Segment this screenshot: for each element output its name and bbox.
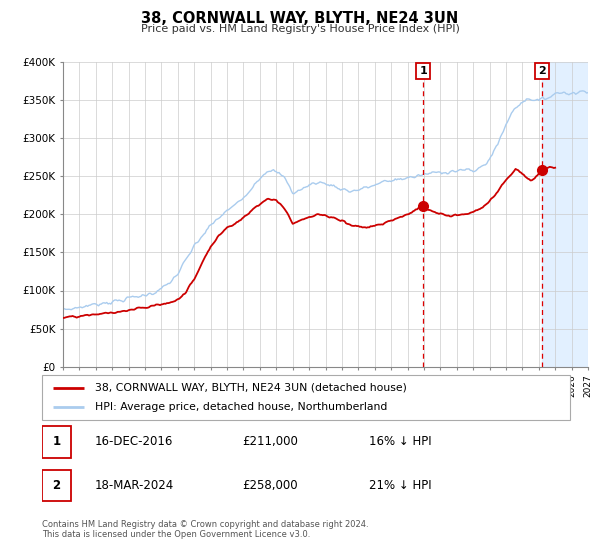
Text: 1: 1	[52, 435, 61, 449]
Text: 18-MAR-2024: 18-MAR-2024	[95, 479, 174, 492]
Bar	[42, 470, 71, 501]
Text: 21% ↓ HPI: 21% ↓ HPI	[370, 479, 432, 492]
Text: HPI: Average price, detached house, Northumberland: HPI: Average price, detached house, Nort…	[95, 403, 387, 413]
Text: 2: 2	[538, 66, 546, 76]
Bar	[42, 426, 71, 458]
Text: 16-DEC-2016: 16-DEC-2016	[95, 435, 173, 449]
Text: £211,000: £211,000	[242, 435, 299, 449]
Bar	[542, 62, 588, 367]
Text: £258,000: £258,000	[242, 479, 298, 492]
Text: Contains HM Land Registry data © Crown copyright and database right 2024.
This d: Contains HM Land Registry data © Crown c…	[42, 520, 368, 539]
Text: 38, CORNWALL WAY, BLYTH, NE24 3UN (detached house): 38, CORNWALL WAY, BLYTH, NE24 3UN (detac…	[95, 382, 407, 393]
Text: 2: 2	[52, 479, 61, 492]
Text: 38, CORNWALL WAY, BLYTH, NE24 3UN: 38, CORNWALL WAY, BLYTH, NE24 3UN	[142, 11, 458, 26]
Text: 1: 1	[419, 66, 427, 76]
Text: Price paid vs. HM Land Registry's House Price Index (HPI): Price paid vs. HM Land Registry's House …	[140, 24, 460, 34]
Text: 16% ↓ HPI: 16% ↓ HPI	[370, 435, 432, 449]
